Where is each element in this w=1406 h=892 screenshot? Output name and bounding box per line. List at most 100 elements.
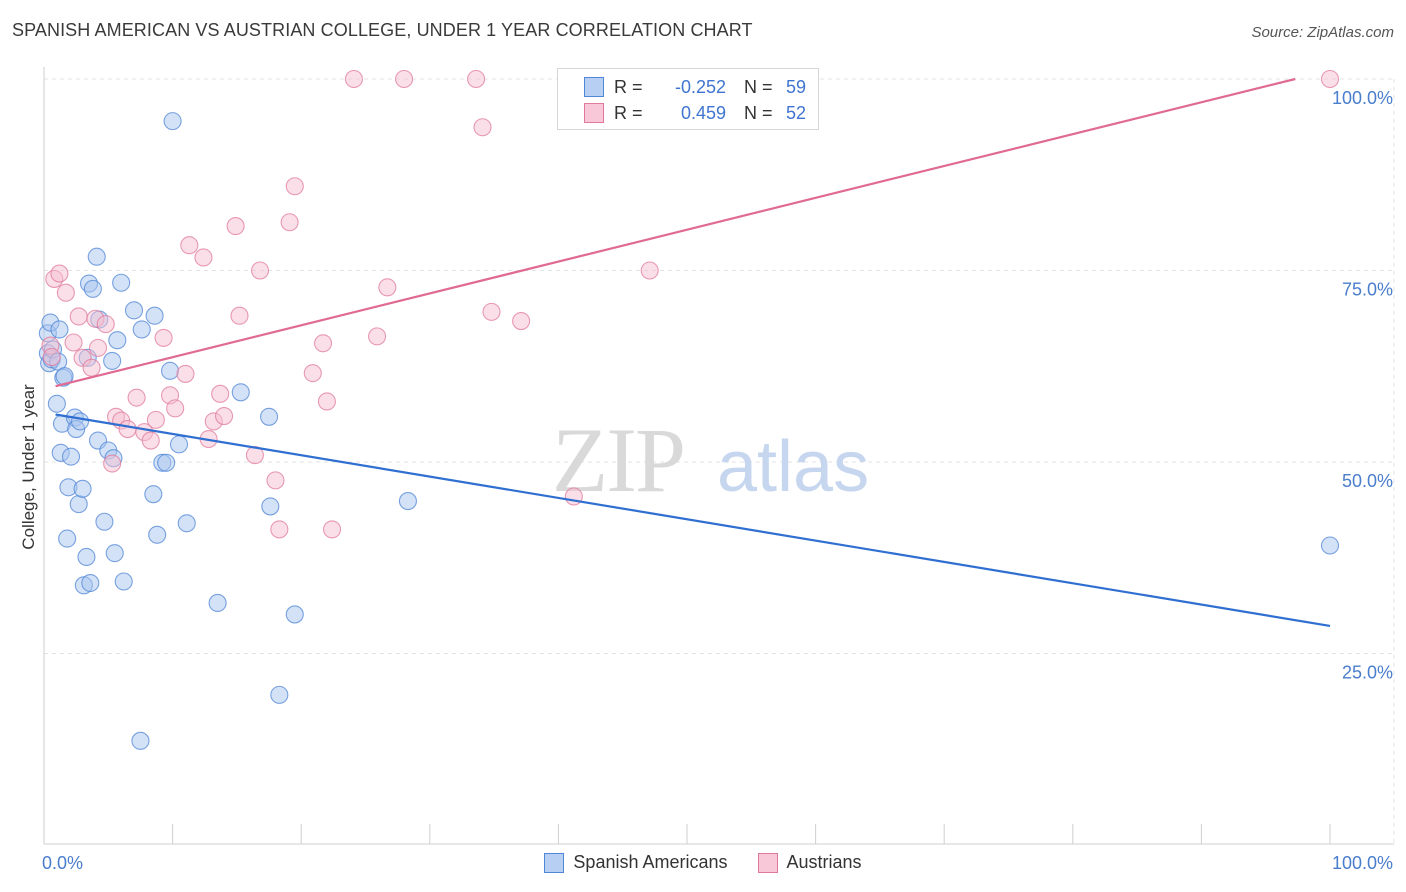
data-points [38, 69, 1340, 750]
y-tick-label: 25.0% [1342, 663, 1393, 683]
data-point [50, 320, 69, 339]
data-point [266, 471, 285, 490]
data-point [77, 547, 96, 567]
data-point [108, 331, 127, 350]
data-point [344, 69, 363, 89]
data-point [250, 261, 270, 280]
y-tick-label: 100.0% [1332, 88, 1393, 108]
axes [43, 67, 1394, 845]
data-point [132, 320, 151, 339]
data-point [368, 327, 387, 346]
legend-row-austrian: R = 0.459 N = 52 [584, 102, 806, 124]
data-point [211, 384, 230, 403]
data-point [131, 731, 150, 750]
data-point [58, 529, 77, 548]
series-label-spanish: Spanish Americans [573, 852, 728, 872]
x-tick-label-left: 0.0% [42, 853, 83, 873]
watermark-atlas: atlas [717, 427, 869, 507]
data-point [96, 315, 115, 334]
data-point [473, 118, 492, 137]
data-point [73, 479, 92, 498]
data-point [467, 69, 486, 89]
legend-r-label: R = [614, 76, 643, 97]
series-legend-spanish: Spanish Americans [544, 852, 728, 873]
data-point [81, 573, 100, 593]
series-legend: Spanish Americans Austrians [0, 852, 1406, 873]
data-point [270, 520, 289, 539]
data-point [42, 348, 61, 367]
data-point [395, 69, 414, 89]
data-point [64, 333, 83, 352]
data-point [226, 217, 245, 236]
data-point [103, 351, 122, 370]
data-point [640, 261, 659, 280]
data-point [398, 492, 417, 511]
data-point [177, 514, 196, 533]
data-point [280, 213, 299, 232]
data-point [378, 278, 397, 297]
data-point [323, 520, 342, 539]
data-point [95, 512, 114, 531]
data-point [230, 306, 249, 325]
data-point [1320, 536, 1340, 555]
data-point [157, 453, 176, 472]
data-point [144, 485, 163, 504]
data-point [118, 420, 137, 439]
trend-line-spanish-americans [55, 413, 1331, 628]
trend-lines [55, 77, 1331, 628]
data-point [154, 328, 173, 347]
data-point [146, 410, 165, 429]
data-point [56, 283, 75, 302]
data-point [141, 431, 160, 450]
data-point [61, 447, 81, 466]
data-point [314, 334, 333, 353]
data-point [303, 364, 322, 383]
data-point [482, 302, 501, 321]
watermark: ZIP atlas [552, 409, 869, 511]
data-point [114, 572, 133, 591]
data-point [169, 435, 189, 454]
data-point [88, 338, 108, 357]
legend-n-label: N = [744, 76, 773, 97]
data-point [148, 525, 167, 544]
legend-n-label: N = [744, 102, 773, 123]
data-point [194, 248, 213, 267]
data-point [69, 495, 88, 514]
chart-source: Source: ZipAtlas.com [1251, 24, 1394, 41]
data-point [214, 406, 234, 426]
legend-swatch-spanish [584, 77, 604, 97]
trend-line-austrians [55, 77, 1296, 388]
tick-labels: 100.0% 75.0% 50.0% 25.0% 0.0% 100.0% [42, 88, 1393, 873]
data-point [50, 264, 69, 283]
series-points-austrians [41, 69, 1340, 539]
data-point [103, 454, 122, 473]
data-point [105, 544, 124, 563]
series-swatch-spanish [544, 852, 565, 873]
data-point [87, 247, 106, 266]
data-point [47, 394, 66, 413]
data-point [112, 273, 131, 292]
legend-r-label: R = [614, 102, 643, 123]
legend-row-spanish: R = -0.252 N = 59 [584, 76, 806, 98]
data-point [160, 361, 180, 380]
legend-r-value: -0.252 [674, 76, 726, 97]
data-point [231, 383, 250, 402]
x-tick-label-right: 100.0% [1332, 853, 1393, 873]
data-point [270, 685, 289, 704]
stats-legend: R = -0.252 N = 59 R = 0.459 N = 52 [557, 68, 819, 130]
series-legend-austrian: Austrians [757, 852, 862, 873]
data-point [512, 312, 531, 331]
legend-swatch-austrian [584, 103, 604, 123]
data-point [285, 605, 304, 624]
data-point [69, 307, 88, 326]
y-tick-label: 50.0% [1342, 471, 1393, 491]
data-point [70, 412, 90, 431]
data-point [145, 306, 164, 325]
data-point [124, 301, 144, 320]
data-point [127, 388, 146, 407]
data-point [259, 407, 279, 426]
data-point [261, 497, 280, 516]
data-point [176, 364, 195, 383]
series-swatch-austrian [757, 852, 778, 873]
